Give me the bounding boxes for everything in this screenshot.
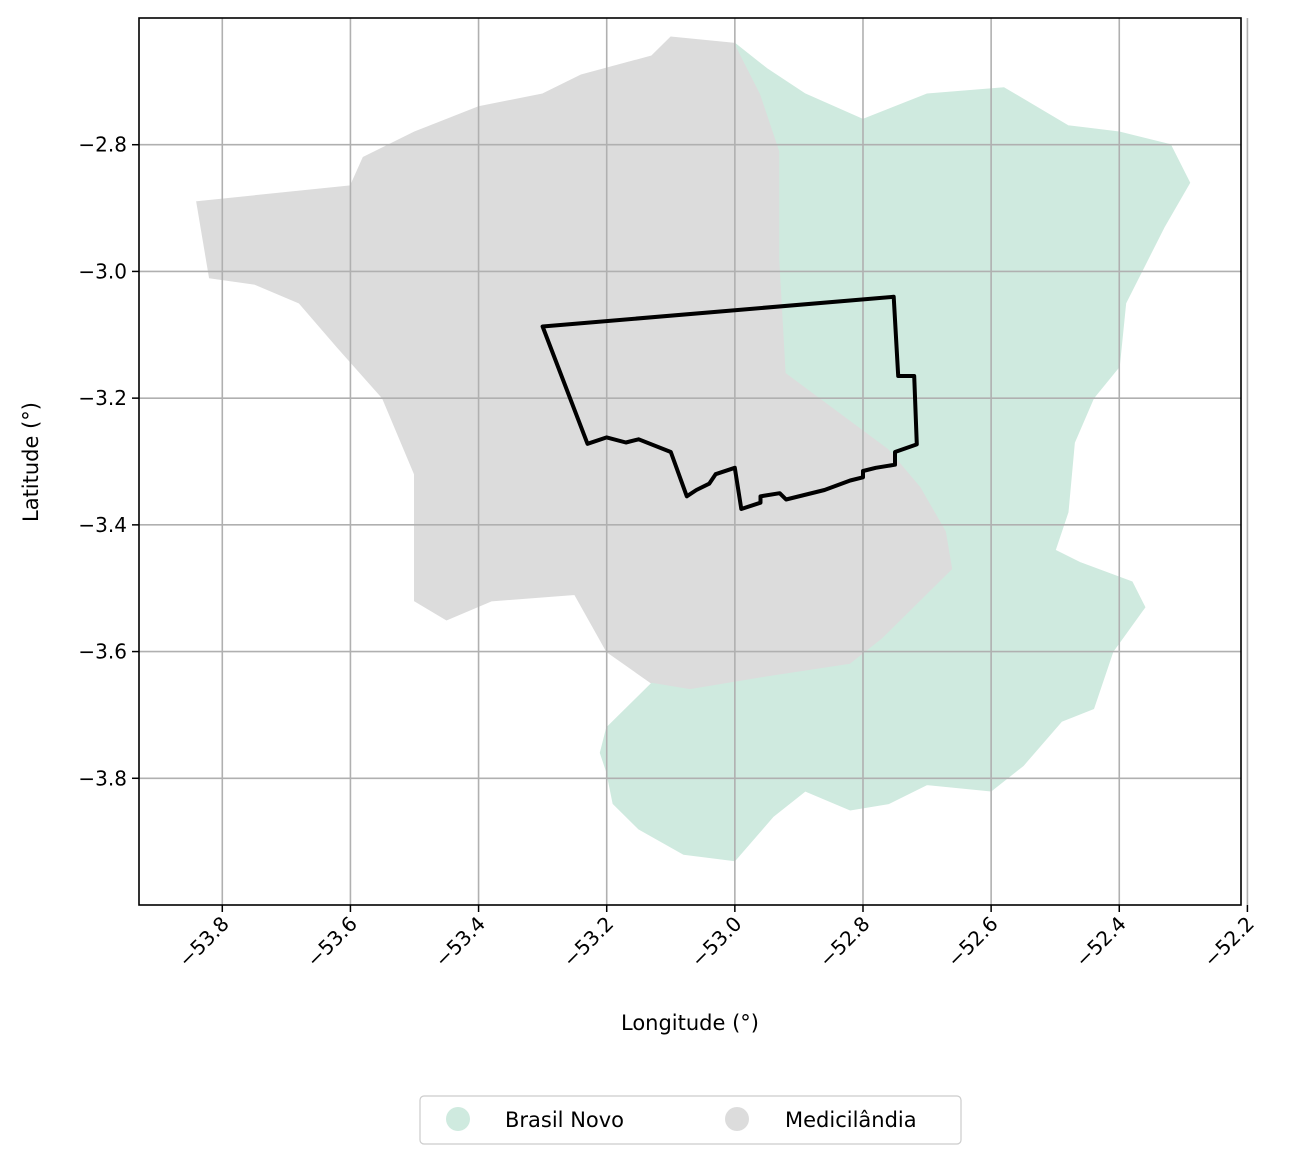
y-tick-label: −3.4 xyxy=(78,513,127,537)
y-tick-label: −3.8 xyxy=(78,766,127,790)
x-axis-label: Longitude (°) xyxy=(621,1011,759,1035)
x-axis-ticks: −53.8 −53.6 −53.4 −53.2 −53.0 −52.8 −52.6 −52.4… xyxy=(174,905,1259,972)
y-tick-label: −3.6 xyxy=(78,640,127,664)
x-tick-label: −53.2 xyxy=(558,912,618,972)
x-tick-label: −53.8 xyxy=(174,912,234,972)
x-tick-label: −53.6 xyxy=(302,912,362,972)
x-tick-label: −53.4 xyxy=(430,912,490,972)
legend-marker-brasil-novo xyxy=(446,1107,470,1131)
x-tick-label: −52.4 xyxy=(1070,912,1130,972)
x-tick-label: −52.2 xyxy=(1199,912,1259,972)
legend-label-medicilandia: Medicilândia xyxy=(785,1108,917,1132)
x-tick-label: −52.6 xyxy=(942,912,1002,972)
y-tick-label: −3.2 xyxy=(78,386,127,410)
legend-frame xyxy=(419,1095,962,1145)
map-regions xyxy=(196,36,1191,862)
study-area-outline xyxy=(540,294,919,511)
study-area-outline-layer xyxy=(540,294,919,511)
legend-label-brasil-novo: Brasil Novo xyxy=(505,1108,624,1132)
legend-marker-medicilandia xyxy=(725,1107,749,1131)
y-tick-label: −2.8 xyxy=(78,133,127,157)
plot-frame xyxy=(138,17,1242,906)
x-tick-label: −53.0 xyxy=(686,912,746,972)
gridlines xyxy=(139,18,1249,905)
y-tick-label: −3.0 xyxy=(78,259,127,283)
y-axis-ticks: −2.8 −3.0 −3.2 −3.4 −3.6 −3.8 xyxy=(78,133,139,790)
x-tick-label: −52.8 xyxy=(814,912,874,972)
y-axis-label: Latitude (°) xyxy=(19,402,43,522)
legend: Brasil Novo Medicilândia xyxy=(419,1095,962,1145)
